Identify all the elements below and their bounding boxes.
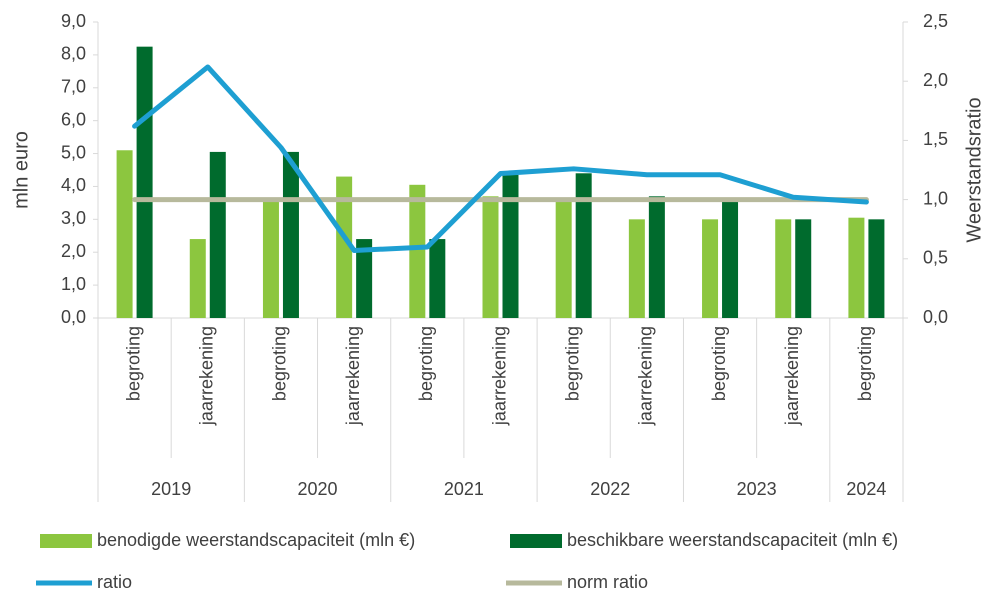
bar (648, 196, 665, 318)
group-label: 2023 (737, 479, 777, 499)
bar (502, 174, 519, 318)
x-tick-label: jaarrekening (197, 326, 217, 426)
x-tick-label: jaarrekening (489, 326, 509, 426)
y2-tick-label: 1,0 (923, 188, 948, 208)
y-tick-label: 4,0 (61, 175, 86, 195)
bar (848, 217, 865, 318)
x-tick-label: begroting (855, 326, 875, 401)
bar (795, 219, 812, 318)
x-tick-label: begroting (562, 326, 582, 401)
line (132, 64, 869, 254)
bar (575, 173, 592, 318)
bar (722, 199, 739, 318)
bar (116, 150, 133, 318)
bar (356, 239, 373, 318)
bar (262, 199, 279, 318)
bar (775, 219, 792, 318)
group-label: 2020 (298, 479, 338, 499)
y2-tick-label: 1,5 (923, 129, 948, 149)
bar (702, 219, 719, 318)
bar (282, 151, 299, 318)
bar (429, 239, 446, 318)
legend-label: ratio (97, 572, 132, 592)
legend-swatch (40, 534, 92, 548)
y2-tick-label: 2,0 (923, 70, 948, 90)
bar (189, 239, 206, 318)
bar (136, 46, 153, 319)
x-tick-label: jaarrekening (782, 326, 802, 426)
x-tick-label: begroting (270, 326, 290, 401)
y-tick-label: 7,0 (61, 77, 86, 97)
bar (628, 219, 645, 318)
bar (482, 196, 499, 318)
group-label: 2022 (590, 479, 630, 499)
x-tick-label: begroting (416, 326, 436, 401)
y2-tick-label: 0,0 (923, 307, 948, 327)
legend-label: benodigde weerstandscapaciteit (mln €) (97, 530, 415, 550)
group-label: 2021 (444, 479, 484, 499)
x-tick-label: begroting (123, 326, 143, 401)
y2-tick-label: 2,5 (923, 11, 948, 31)
bar (209, 151, 226, 318)
y-tick-label: 6,0 (61, 109, 86, 129)
y2-tick-label: 0,5 (923, 248, 948, 268)
y-axis-label: mln euro (10, 131, 32, 209)
y-tick-label: 8,0 (61, 44, 86, 64)
bar (555, 199, 572, 318)
y-tick-label: 2,0 (61, 241, 86, 261)
legend-swatch (510, 534, 562, 548)
bar (868, 219, 885, 318)
y-tick-label: 1,0 (61, 274, 86, 294)
group-label: 2019 (151, 479, 191, 499)
y-tick-label: 9,0 (61, 11, 86, 31)
x-tick-label: jaarrekening (636, 326, 656, 426)
legend-label: norm ratio (567, 572, 648, 592)
y-tick-label: 3,0 (61, 208, 86, 228)
x-tick-label: begroting (709, 326, 729, 401)
y-tick-label: 0,0 (61, 307, 86, 327)
y2-axis-label: Weerstandsratio (963, 97, 985, 242)
bar (336, 176, 353, 318)
group-label: 2024 (846, 479, 886, 499)
bar (409, 184, 426, 318)
y-tick-label: 5,0 (61, 142, 86, 162)
x-tick-label: jaarrekening (343, 326, 363, 426)
legend-label: beschikbare weerstandscapaciteit (mln €) (567, 530, 898, 550)
